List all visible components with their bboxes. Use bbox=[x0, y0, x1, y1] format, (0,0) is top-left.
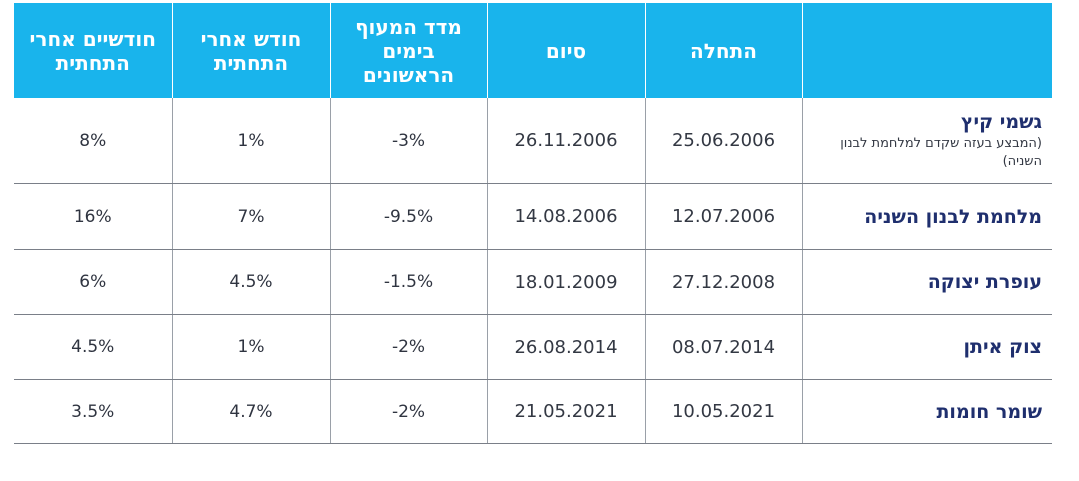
start-date-cell: 25.06.2006 bbox=[645, 98, 803, 184]
header-name bbox=[802, 3, 1052, 98]
two-months-cell: 6% bbox=[14, 249, 173, 315]
month-cell: 1% bbox=[172, 98, 331, 184]
table-row: 8% 1% -3% 26.11.2006 25.06.2006 גשמי קיץ… bbox=[14, 98, 1052, 184]
index-drop-cell: -3% bbox=[330, 98, 488, 184]
index-drop-cell: -2% bbox=[330, 379, 488, 444]
month-cell: 4.5% bbox=[172, 249, 331, 315]
start-date-cell: 27.12.2008 bbox=[645, 249, 803, 315]
end-date-cell: 14.08.2006 bbox=[487, 183, 646, 250]
index-drop-cell: -9.5% bbox=[330, 183, 488, 250]
two-months-cell: 8% bbox=[14, 98, 173, 184]
table-header: חודשיים אחרי התחתית חודש אחרי התחתית מדד… bbox=[14, 3, 1052, 98]
table-row: 3.5% 4.7% -2% 21.05.2021 10.05.2021 שומר… bbox=[14, 379, 1052, 444]
header-index-drop: מדד המעוף בימים הראשונים bbox=[330, 3, 488, 98]
month-cell: 4.7% bbox=[172, 379, 331, 444]
start-date-cell: 12.07.2006 bbox=[645, 183, 803, 250]
two-months-cell: 3.5% bbox=[14, 379, 173, 444]
end-date-cell: 26.11.2006 bbox=[487, 98, 646, 184]
start-date-cell: 10.05.2021 bbox=[645, 379, 803, 444]
two-months-cell: 16% bbox=[14, 183, 173, 250]
header-row: חודשיים אחרי התחתית חודש אחרי התחתית מדד… bbox=[14, 3, 1052, 98]
index-drop-cell: -2% bbox=[330, 314, 488, 380]
header-two-months: חודשיים אחרי התחתית bbox=[14, 3, 173, 98]
table-row: 4.5% 1% -2% 26.08.2014 08.07.2014 צוק אי… bbox=[14, 314, 1052, 380]
operation-name: גשמי קיץ bbox=[960, 110, 1042, 133]
operation-name-cell: עופרת יצוקה bbox=[802, 249, 1052, 315]
end-date-cell: 26.08.2014 bbox=[487, 314, 646, 380]
start-date-cell: 08.07.2014 bbox=[645, 314, 803, 380]
index-drop-cell: -1.5% bbox=[330, 249, 488, 315]
table-body: 8% 1% -3% 26.11.2006 25.06.2006 גשמי קיץ… bbox=[14, 98, 1052, 444]
operation-name: מלחמת לבנון השניה bbox=[864, 205, 1042, 228]
table-row: 6% 4.5% -1.5% 18.01.2009 27.12.2008 עופר… bbox=[14, 249, 1052, 315]
header-start: התחלה bbox=[645, 3, 803, 98]
data-table: חודשיים אחרי התחתית חודש אחרי התחתית מדד… bbox=[14, 3, 1052, 444]
operation-name-cell: צוק איתן bbox=[802, 314, 1052, 380]
two-months-cell: 4.5% bbox=[14, 314, 173, 380]
operation-name-cell: גשמי קיץ (המבצע בעזה שקדם למלחמת לבנון ה… bbox=[802, 98, 1052, 184]
month-cell: 7% bbox=[172, 183, 331, 250]
operation-note: (המבצע בעזה שקדם למלחמת לבנון השניה) bbox=[840, 135, 1042, 169]
operation-name: שומר חומות bbox=[936, 400, 1042, 423]
end-date-cell: 21.05.2021 bbox=[487, 379, 646, 444]
operation-name: צוק איתן bbox=[963, 336, 1042, 358]
operation-name-cell: מלחמת לבנון השניה bbox=[802, 183, 1052, 250]
end-date-cell: 18.01.2009 bbox=[487, 249, 646, 315]
header-month: חודש אחרי התחתית bbox=[172, 3, 331, 98]
operation-name: עופרת יצוקה bbox=[927, 271, 1042, 293]
operations-market-table: חודשיים אחרי התחתית חודש אחרי התחתית מדד… bbox=[14, 3, 1052, 444]
header-end: סיום bbox=[487, 3, 646, 98]
month-cell: 1% bbox=[172, 314, 331, 380]
table-row: 16% 7% -9.5% 14.08.2006 12.07.2006 מלחמת… bbox=[14, 183, 1052, 250]
operation-name-cell: שומר חומות bbox=[802, 379, 1052, 444]
